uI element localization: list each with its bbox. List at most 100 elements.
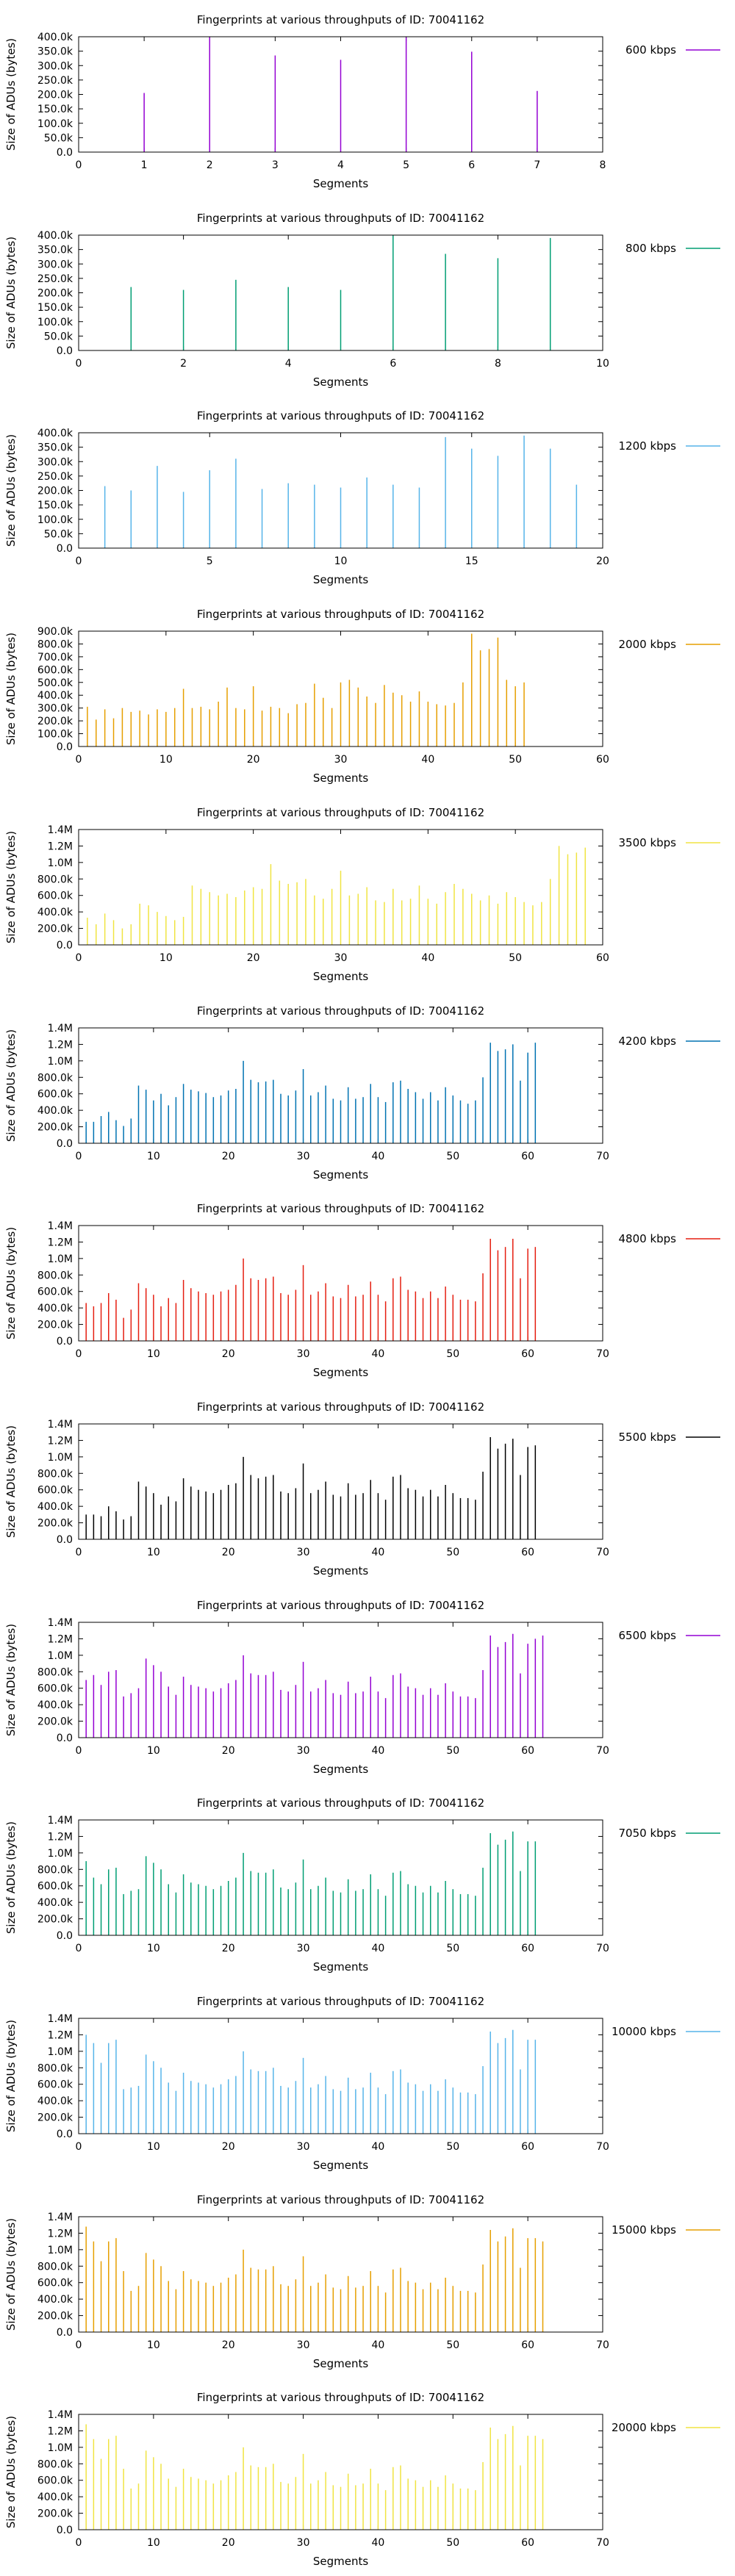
chart-svg: Fingerprints at various throughputs of I… [4, 1995, 720, 2172]
x-tick-label: 0 [76, 1943, 82, 1954]
x-tick-label: 2 [180, 358, 187, 370]
y-tick-label: 800.0k [37, 1270, 74, 1281]
y-tick-label: 1.2M [48, 2029, 73, 2041]
y-tick-label: 200.0k [37, 2508, 74, 2520]
y-tick-label: 250.0k [37, 273, 74, 285]
y-tick-label: 1.2M [48, 2425, 73, 2437]
chart-title: Fingerprints at various throughputs of I… [197, 806, 484, 819]
x-tick-label: 10 [147, 2141, 160, 2153]
x-tick-label: 3 [272, 159, 279, 171]
x-tick-label: 20 [222, 2339, 235, 2351]
x-tick-label: 10 [334, 555, 348, 567]
x-tick-label: 70 [596, 2339, 609, 2351]
x-axis-label: Segments [313, 177, 369, 190]
legend-label: 7050 kbps [619, 1827, 677, 1840]
y-tick-label: 100.0k [37, 729, 74, 741]
plot-frame [78, 2018, 603, 2134]
chart-panel: Fingerprints at various throughputs of I… [0, 1387, 735, 1586]
y-tick-label: 400.0k [37, 32, 74, 43]
y-tick-label: 700.0k [37, 652, 74, 663]
y-tick-label: 1.0M [48, 1650, 73, 1662]
y-tick-label: 350.0k [37, 46, 74, 58]
x-tick-label: 70 [596, 2537, 609, 2549]
y-tick-label: 1.0M [48, 2442, 73, 2454]
chart-title: Fingerprints at various throughputs of I… [197, 1995, 484, 2008]
x-tick-label: 40 [372, 1745, 385, 1757]
y-tick-label: 1.2M [48, 1633, 73, 1645]
x-tick-label: 60 [521, 1151, 534, 1162]
x-tick-label: 60 [596, 754, 609, 766]
x-tick-label: 20 [222, 1745, 235, 1757]
x-tick-label: 50 [446, 1151, 459, 1162]
x-tick-label: 30 [297, 2339, 310, 2351]
y-tick-label: 50.0k [44, 132, 74, 144]
chart-svg: Fingerprints at various throughputs of I… [4, 1796, 720, 1974]
legend-label: 6500 kbps [619, 1629, 677, 1642]
y-tick-label: 200.0k [37, 716, 74, 727]
y-tick-label: 0.0 [57, 1930, 73, 1942]
legend-label: 600 kbps [625, 43, 676, 57]
x-tick-label: 70 [596, 1151, 609, 1162]
y-tick-label: 150.0k [37, 500, 74, 511]
y-tick-label: 600.0k [37, 891, 74, 902]
chart-svg: Fingerprints at various throughputs of I… [4, 806, 720, 983]
legend-label: 20000 kbps [612, 2421, 676, 2434]
y-tick-label: 1.4M [48, 2013, 73, 2025]
x-tick-label: 50 [446, 1348, 459, 1360]
x-axis-label: Segments [313, 2357, 369, 2370]
y-axis-label: Size of ADUs (bytes) [4, 1425, 18, 1538]
plot-frame [78, 36, 603, 153]
y-tick-label: 800.0k [37, 2062, 74, 2074]
x-tick-label: 20 [247, 952, 260, 964]
chart-svg: Fingerprints at various throughputs of I… [4, 608, 720, 785]
plot-frame [78, 2216, 603, 2333]
y-tick-label: 200.0k [37, 1914, 74, 1926]
plot-frame [78, 432, 603, 549]
x-tick-label: 40 [372, 1943, 385, 1954]
plot-frame [78, 829, 603, 946]
x-tick-label: 60 [596, 952, 609, 964]
y-tick-label: 0.0 [57, 2525, 73, 2536]
y-tick-label: 1.2M [48, 1831, 73, 1843]
y-tick-label: 400.0k [37, 230, 74, 242]
x-tick-label: 20 [596, 555, 609, 567]
y-tick-label: 150.0k [37, 302, 74, 314]
y-tick-label: 600.0k [37, 1485, 74, 1497]
y-tick-label: 300.0k [37, 60, 74, 72]
y-tick-label: 200.0k [37, 1716, 74, 1728]
y-tick-label: 200.0k [37, 90, 74, 101]
x-tick-label: 7 [534, 159, 540, 171]
y-tick-label: 1.0M [48, 1848, 73, 1860]
y-tick-label: 1.4M [48, 1617, 73, 1629]
x-tick-label: 10 [147, 2339, 160, 2351]
y-tick-label: 200.0k [37, 2311, 74, 2323]
y-tick-label: 200.0k [37, 486, 74, 497]
x-tick-label: 20 [247, 754, 260, 766]
chart-title: Fingerprints at various throughputs of I… [197, 409, 484, 422]
x-axis-label: Segments [313, 573, 369, 586]
y-tick-label: 1.0M [48, 857, 73, 869]
y-tick-label: 400.0k [37, 2294, 74, 2306]
y-tick-label: 0.0 [57, 1138, 73, 1150]
x-tick-label: 20 [222, 2141, 235, 2153]
chart-svg: Fingerprints at various throughputs of I… [4, 1004, 720, 1181]
y-tick-label: 800.0k [37, 1666, 74, 1678]
y-tick-label: 400.0k [37, 1501, 74, 1513]
x-tick-label: 30 [297, 1943, 310, 1954]
x-tick-label: 8 [495, 358, 501, 370]
y-tick-label: 50.0k [44, 331, 74, 342]
x-tick-label: 4 [337, 159, 344, 171]
y-tick-label: 300.0k [37, 703, 74, 715]
chart-panel: Fingerprints at various throughputs of I… [0, 2180, 735, 2378]
x-tick-label: 40 [372, 1547, 385, 1558]
x-tick-label: 0 [76, 358, 82, 370]
y-tick-label: 800.0k [37, 2261, 74, 2273]
legend-label: 3500 kbps [619, 836, 677, 849]
x-tick-label: 0 [76, 159, 82, 171]
plot-frame [78, 1423, 603, 1540]
x-axis-label: Segments [313, 2159, 369, 2172]
x-tick-label: 0 [76, 2141, 82, 2153]
x-axis-label: Segments [313, 2555, 369, 2568]
y-tick-label: 400.0k [37, 2095, 74, 2107]
